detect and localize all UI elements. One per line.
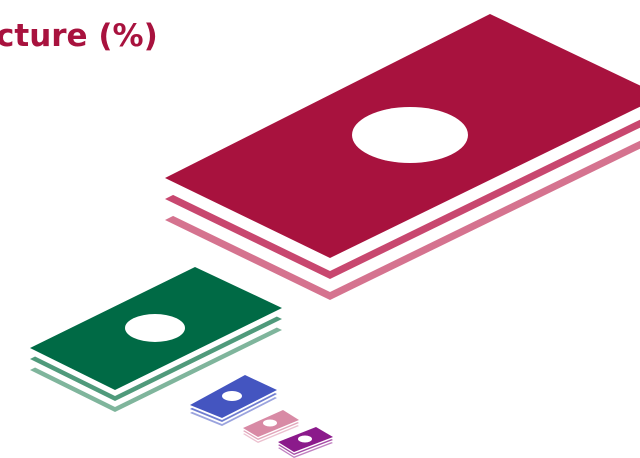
note-emblem (298, 435, 312, 443)
note-emblem (263, 419, 277, 427)
note-emblem (352, 107, 468, 163)
note-emblem (125, 314, 185, 342)
title: cture (%) (0, 18, 158, 54)
note-emblem (222, 391, 242, 401)
money-stacks (30, 14, 640, 458)
